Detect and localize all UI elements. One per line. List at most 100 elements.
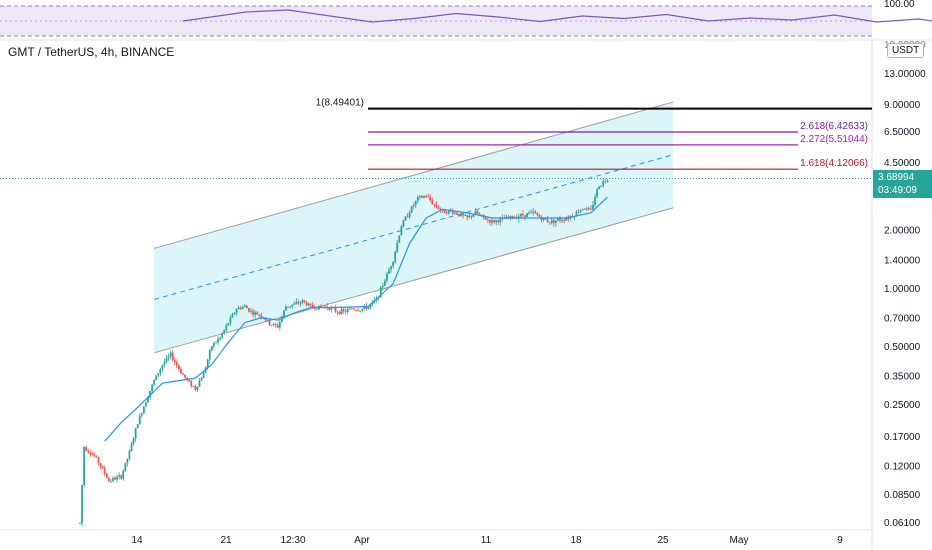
- candle-body: [351, 308, 353, 310]
- candle-body: [250, 310, 252, 312]
- candle-body: [456, 212, 458, 215]
- candle-body: [289, 306, 292, 308]
- candle-body: [112, 477, 114, 481]
- candle-body: [587, 208, 590, 210]
- candle-body: [383, 280, 386, 286]
- candle-body: [423, 196, 425, 198]
- time-axis-tick: 21: [220, 535, 232, 546]
- candle-body: [274, 324, 277, 325]
- price-axis-tick: 0.06100: [884, 518, 921, 529]
- candle-body: [528, 212, 530, 214]
- candle-body: [519, 213, 522, 217]
- candle-body: [472, 214, 475, 217]
- candle-body: [361, 308, 364, 311]
- channel-lower-line: [154, 207, 674, 354]
- candle-body: [563, 220, 565, 221]
- fib-level-label: 1(8.49401): [316, 98, 364, 109]
- candle-body: [248, 308, 250, 312]
- candle-body: [241, 306, 244, 309]
- candle-body: [114, 477, 116, 480]
- candle-body: [235, 309, 238, 313]
- candle-body: [188, 380, 191, 382]
- candle-body: [579, 209, 582, 213]
- candle-body: [258, 314, 261, 316]
- candle-body: [142, 406, 145, 414]
- candle-body: [283, 310, 285, 317]
- candle-body: [147, 397, 149, 403]
- candle-body: [598, 186, 601, 190]
- currency-tag[interactable]: USDT: [887, 43, 925, 58]
- candle-body: [379, 287, 382, 298]
- candle-body: [233, 312, 236, 315]
- price-axis-tick: 1.40000: [884, 256, 921, 267]
- price-axis-tick: 0.35000: [884, 372, 921, 383]
- candle-body: [386, 273, 388, 281]
- candle-body: [486, 219, 489, 221]
- candle-body: [554, 220, 557, 223]
- candle-body: [497, 220, 500, 223]
- candle-body: [462, 213, 465, 216]
- candle-body: [357, 310, 359, 312]
- rsi-scale-label: 100.00: [884, 0, 915, 10]
- candle-body: [252, 310, 254, 315]
- candle-body: [79, 523, 81, 524]
- candle-body: [392, 261, 395, 267]
- candle-body: [602, 181, 605, 186]
- candle-body: [217, 339, 219, 343]
- candle-body: [433, 203, 436, 205]
- candle-body: [416, 197, 419, 201]
- candle-body: [546, 219, 549, 223]
- candle-body: [285, 306, 287, 311]
- candle-body: [116, 476, 118, 480]
- price-axis-tick: 6.50000: [884, 127, 921, 138]
- candle-body: [509, 216, 512, 218]
- candle-body: [107, 477, 110, 481]
- candle-body: [466, 215, 469, 218]
- candle-body: [381, 285, 384, 288]
- candle-body: [256, 312, 259, 315]
- candle-body: [229, 317, 232, 324]
- candle-body: [522, 213, 524, 216]
- candle-body: [305, 302, 308, 306]
- candle-body: [367, 306, 370, 309]
- candle-body: [476, 211, 479, 214]
- time-axis-tick: Apr: [354, 535, 370, 546]
- candle-body: [320, 305, 322, 308]
- candle-body: [414, 200, 417, 206]
- candle-body: [138, 415, 141, 425]
- candle-body: [120, 475, 123, 479]
- candle-body: [177, 365, 180, 370]
- candle-body: [344, 311, 347, 312]
- candle-body: [429, 196, 432, 201]
- candle-body: [118, 475, 121, 477]
- candle-body: [153, 379, 156, 385]
- last-price-tag: 3.68994 03:49:09: [873, 170, 932, 199]
- candle-body: [316, 308, 318, 310]
- candle-body: [215, 342, 217, 344]
- candle-body: [557, 218, 559, 221]
- candle-body: [491, 220, 493, 223]
- candle-body: [219, 337, 221, 340]
- price-axis-tick: 9.00000: [884, 100, 921, 111]
- candle-body: [83, 447, 86, 485]
- candle-body: [534, 211, 537, 214]
- candle-body: [592, 204, 594, 210]
- candle-body: [565, 218, 568, 221]
- candle-body: [237, 307, 240, 310]
- candle-body: [526, 213, 528, 217]
- candle-body: [81, 484, 83, 524]
- candle-body: [400, 226, 403, 236]
- candle-body: [225, 325, 228, 330]
- price-axis-tick: 4.50000: [884, 158, 921, 169]
- candle-body: [470, 215, 473, 217]
- candle-body: [342, 309, 345, 312]
- candle-body: [149, 390, 151, 398]
- candle-body: [140, 413, 143, 416]
- candle-body: [489, 219, 491, 223]
- candle-body: [594, 196, 596, 205]
- candle-body: [184, 374, 186, 378]
- candle-body: [311, 304, 314, 308]
- candle-body: [227, 323, 230, 326]
- candle-body: [175, 362, 178, 366]
